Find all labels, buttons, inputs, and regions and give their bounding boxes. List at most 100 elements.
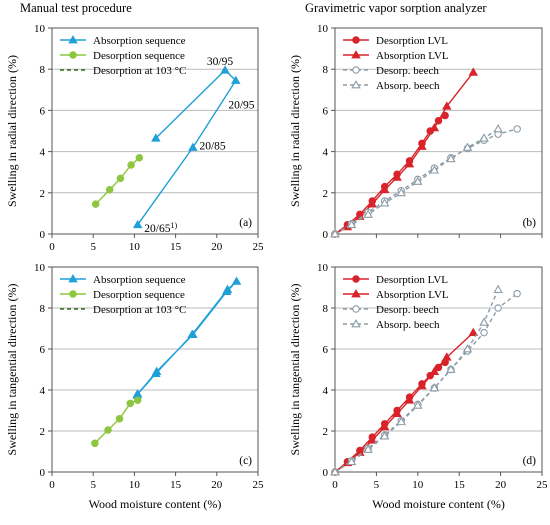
y-tick-label: 10 xyxy=(317,23,329,35)
legend-entry: Absorption LVL xyxy=(376,50,449,62)
y-tick-label: 8 xyxy=(323,64,329,76)
panel-label: (a) xyxy=(239,217,252,229)
legend-entry: Desorption LVL xyxy=(376,274,448,286)
y-tick-label: 4 xyxy=(323,147,329,159)
data-point xyxy=(442,352,452,361)
panel-b: 0 2 4 6 8 10 Swelling in radial direction (%) (… xyxy=(288,23,543,241)
data-point xyxy=(468,67,479,76)
data-point xyxy=(379,421,390,431)
data-point xyxy=(392,408,402,417)
panel-label: (c) xyxy=(239,455,252,467)
data-point xyxy=(494,304,502,312)
x-axis-label: Wood moisture content (%) xyxy=(89,497,222,511)
y-tick-label: 4 xyxy=(323,385,329,397)
data-point xyxy=(127,161,135,169)
panel-a: 0 2 4 6 8 10 0 5 10 15 20 25 Swelling in radial dire… xyxy=(5,23,264,253)
legend-marker xyxy=(352,275,360,283)
data-point xyxy=(429,123,440,132)
x-tick-label: 15 xyxy=(170,241,182,253)
legend-entry: Absorp. beech xyxy=(376,80,440,92)
data-point xyxy=(104,426,112,434)
x-tick-label: 25 xyxy=(253,241,265,253)
y-axis-label: Swelling in tangential direction (%) xyxy=(288,284,302,456)
data-point xyxy=(513,125,521,133)
y-tick-label: 2 xyxy=(40,426,46,438)
series-line xyxy=(334,71,474,235)
data-point xyxy=(493,284,503,293)
data-point xyxy=(392,172,402,181)
annotation-text: 30/95 xyxy=(207,56,233,68)
data-point xyxy=(346,219,357,229)
data-point xyxy=(91,439,99,448)
legend-marker xyxy=(68,35,78,44)
y-axis-label: Swelling in tangential direction (%) xyxy=(5,284,19,456)
legend-marker xyxy=(352,36,360,44)
legend-marker xyxy=(68,274,78,283)
y-tick-label: 8 xyxy=(40,64,46,76)
x-tick-label: 0 xyxy=(49,479,55,491)
y-tick-label: 0 xyxy=(40,229,46,241)
data-point xyxy=(135,154,144,162)
legend-marker xyxy=(69,290,77,298)
series-line xyxy=(334,289,499,473)
x-tick-label: 25 xyxy=(253,479,265,491)
y-tick-label: 10 xyxy=(34,23,46,35)
legend-entry: Absorption sequence xyxy=(93,274,186,286)
y-tick-label: 6 xyxy=(323,344,329,356)
x-tick-label: 5 xyxy=(374,479,380,491)
data-point xyxy=(417,380,427,390)
data-point xyxy=(330,467,340,476)
y-tick-label: 2 xyxy=(323,188,329,200)
y-tick-label: 10 xyxy=(34,262,46,274)
data-point xyxy=(413,400,423,409)
annotation: 20/85 xyxy=(199,141,225,153)
data-point xyxy=(115,414,124,423)
x-tick-label: 15 xyxy=(454,479,466,491)
data-point xyxy=(513,289,521,298)
legend-marker xyxy=(352,66,360,74)
y-axis-label: Swelling in radial direction (%) xyxy=(5,55,19,207)
x-tick-label: 0 xyxy=(49,241,55,253)
annotation: 20/95 xyxy=(228,99,254,111)
data-point xyxy=(116,174,125,183)
legend-entry: Desorption sequence xyxy=(93,50,185,62)
data-point xyxy=(446,364,456,373)
y-tick-label: 6 xyxy=(40,105,46,117)
data-point xyxy=(231,276,242,285)
legend-entry: Absorption LVL xyxy=(376,289,449,301)
data-point xyxy=(363,209,373,218)
data-point xyxy=(330,229,340,238)
data-point xyxy=(379,431,390,440)
x-axis-label: Wood moisture content (%) xyxy=(372,497,505,511)
data-point xyxy=(413,176,423,185)
plot-frame xyxy=(334,27,543,235)
data-point xyxy=(132,219,143,229)
data-point xyxy=(222,284,233,293)
annotation-superscript: 1) xyxy=(170,221,177,230)
x-tick-label: 5 xyxy=(90,241,96,253)
x-tick-label: 10 xyxy=(129,479,141,491)
data-point xyxy=(429,165,440,174)
x-tick-label: 10 xyxy=(129,241,141,253)
data-point xyxy=(479,317,489,326)
legend-entry: Absorp. beech xyxy=(376,319,440,331)
x-tick-label: 20 xyxy=(495,479,507,491)
annotation-text: 20/85 xyxy=(199,141,225,153)
y-tick-label: 8 xyxy=(323,303,329,315)
data-point xyxy=(462,344,473,353)
annotation-text: 20/65 xyxy=(144,223,170,235)
panel-d: 0 2 4 6 8 10 0 5 10 15 20 25 Swelling in tangential … xyxy=(288,262,548,511)
y-tick-label: 2 xyxy=(40,188,46,200)
data-point xyxy=(151,133,161,142)
data-point xyxy=(133,396,142,404)
data-point xyxy=(151,368,161,378)
panel-label: (b) xyxy=(523,217,537,229)
y-tick-label: 4 xyxy=(40,147,46,159)
annotation: 20/651) xyxy=(144,221,177,235)
x-tick-label: 5 xyxy=(90,479,96,491)
data-point xyxy=(187,329,197,339)
y-tick-label: 8 xyxy=(40,303,46,315)
legend-marker xyxy=(351,50,361,59)
x-tick-label: 15 xyxy=(170,479,182,491)
legend-entry: Desorp. beech xyxy=(376,304,439,316)
